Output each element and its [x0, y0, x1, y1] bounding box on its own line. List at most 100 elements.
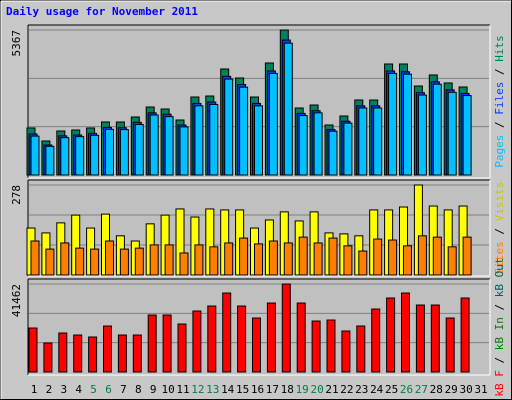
legend-entry: Hits — [493, 35, 506, 62]
bar — [281, 283, 291, 373]
bar — [445, 317, 455, 373]
bar — [73, 334, 83, 373]
x-tick-label: 10 — [161, 383, 174, 396]
bar — [313, 242, 323, 276]
bar — [403, 73, 412, 176]
y-tick-label: 5367 — [10, 30, 23, 57]
bar — [328, 237, 338, 276]
bar — [373, 107, 383, 176]
legend-entry: kB Out — [493, 257, 506, 297]
x-tick-label: 21 — [325, 383, 338, 396]
bar — [164, 244, 174, 276]
bar — [224, 78, 234, 176]
x-tick-label: 14 — [221, 383, 235, 396]
legend-entry: Sites — [493, 241, 506, 274]
x-tick-label: 19 — [296, 383, 309, 396]
bar — [298, 236, 308, 276]
bar — [341, 330, 351, 373]
bar — [254, 105, 263, 176]
legend-entry: Files — [493, 82, 506, 115]
legend-separator: / — [493, 115, 506, 135]
bar — [117, 334, 127, 373]
legend-entry: kB In — [493, 317, 506, 350]
bar — [209, 246, 219, 276]
x-tick-label: 28 — [430, 383, 443, 396]
x-tick-label: 5 — [90, 383, 97, 396]
bar — [149, 244, 159, 276]
bar — [207, 305, 217, 373]
bar — [179, 252, 189, 276]
bar — [432, 236, 442, 276]
x-tick-label: 3 — [60, 383, 67, 396]
x-tick-label: 29 — [445, 383, 458, 396]
bar — [447, 91, 457, 176]
bar — [388, 239, 398, 276]
x-tick-label: 27 — [415, 383, 428, 396]
x-tick-label: 23 — [355, 383, 368, 396]
bar — [224, 242, 234, 276]
legend: Sites / Visits — [493, 182, 506, 275]
bar — [401, 292, 410, 373]
bar — [162, 314, 172, 373]
bar — [222, 292, 232, 373]
bar — [90, 134, 100, 176]
x-tick-label: 11 — [176, 383, 189, 396]
bar — [119, 129, 129, 176]
bar — [132, 334, 142, 373]
x-tick-label: 20 — [310, 383, 323, 396]
bar — [462, 236, 472, 276]
bar — [237, 305, 247, 373]
bar — [296, 302, 306, 373]
bar — [313, 112, 323, 176]
bar — [177, 323, 187, 373]
bar — [328, 130, 338, 176]
bar — [30, 135, 40, 176]
x-tick-label: 12 — [191, 383, 204, 396]
bar — [60, 242, 70, 276]
bar — [194, 244, 204, 276]
legend: Pages / Files / Hits — [493, 35, 506, 168]
bar — [386, 297, 396, 373]
bar — [371, 308, 381, 373]
bar — [356, 325, 366, 373]
bar — [75, 247, 85, 276]
bar — [373, 238, 383, 276]
x-tick-label: 16 — [251, 383, 264, 396]
x-tick-label: 15 — [236, 383, 249, 396]
bar — [105, 128, 114, 176]
bar — [147, 314, 157, 373]
bar — [105, 240, 114, 276]
y-tick-label: 278 — [10, 185, 23, 205]
bar — [88, 336, 98, 373]
bar — [28, 327, 38, 373]
legend-separator: / — [493, 221, 506, 241]
y-tick-label: 41462 — [10, 284, 23, 317]
bar — [403, 245, 412, 276]
x-tick-label: 30 — [459, 383, 472, 396]
bar — [266, 302, 276, 373]
bar — [430, 304, 440, 373]
bar — [45, 145, 55, 176]
bar — [311, 320, 321, 373]
bar — [192, 310, 202, 373]
x-tick-label: 4 — [75, 383, 82, 396]
bar — [388, 72, 398, 176]
bar — [43, 342, 53, 373]
legend-entry: Visits — [493, 182, 506, 222]
legend-entry: kB F — [493, 370, 506, 397]
bar — [239, 237, 249, 276]
bar — [239, 86, 249, 176]
bar — [283, 242, 293, 276]
bar — [358, 250, 368, 276]
bar — [179, 126, 189, 176]
bar — [283, 42, 293, 176]
bar — [326, 319, 336, 373]
bar — [164, 116, 174, 176]
bar — [30, 240, 40, 276]
legend-entry: Pages — [493, 135, 506, 168]
x-tick-label: 31 — [474, 383, 487, 396]
x-tick-label: 8 — [135, 383, 142, 396]
bar — [60, 137, 70, 176]
legend-separator: / — [493, 297, 506, 317]
